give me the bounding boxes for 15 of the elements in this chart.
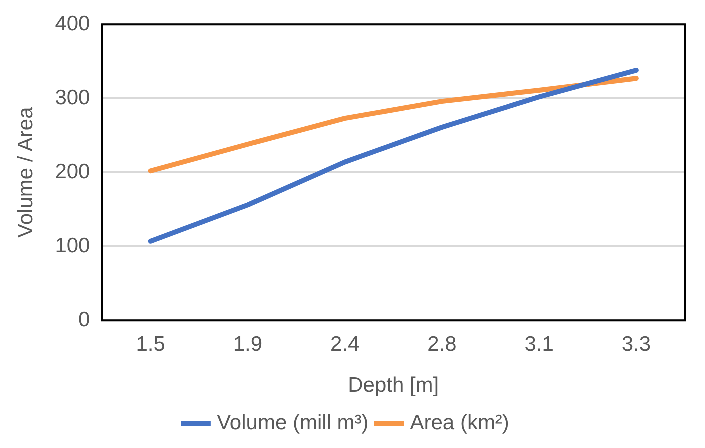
legend-label: Area (km²) — [410, 411, 510, 434]
y-axis-title: Volume / Area — [14, 106, 38, 238]
y-tick-label: 300 — [55, 86, 90, 110]
y-tick-label: 100 — [55, 234, 90, 258]
x-tick-label: 3.1 — [524, 332, 554, 356]
x-tick-label: 2.4 — [330, 332, 360, 356]
x-tick-label: 3.3 — [622, 332, 652, 356]
x-tick-label: 1.9 — [233, 332, 263, 356]
x-axis-title: Depth [m] — [348, 374, 440, 398]
x-tick-label: 2.8 — [428, 332, 457, 356]
legend-label: Volume (mill m³) — [217, 411, 369, 434]
x-tick-label: 1.5 — [136, 332, 166, 356]
y-tick-label: 400 — [55, 12, 90, 36]
y-tick-label: 200 — [55, 160, 90, 184]
y-tick-label: 0 — [78, 308, 90, 332]
